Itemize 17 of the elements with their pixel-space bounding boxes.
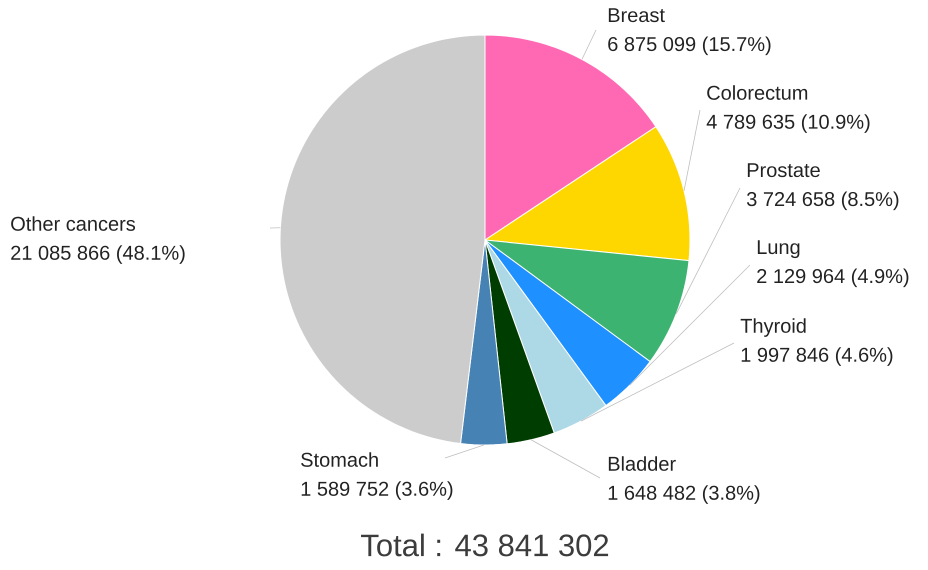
data-label: 1 997 846 (4.6%) <box>742 347 892 366</box>
data-label: 3 724 658 (8.5%) <box>746 191 898 210</box>
data-label: 1 648 482 (3.8%) <box>608 485 760 504</box>
data-label: 21 085 866 (48.1%) <box>11 245 185 264</box>
data-label: 1 589 752 (3.6%) <box>302 481 452 500</box>
data-label: 4 789 635 (10.9%) <box>706 114 870 133</box>
slice-label: Breast <box>608 8 665 22</box>
slice-label: Prostate <box>748 163 820 178</box>
slice-label: Stomach <box>301 452 378 467</box>
slice-label: Lung <box>758 240 800 258</box>
data-label: 2 129 964 (4.9%) <box>757 268 908 288</box>
slice-label: Other cancers <box>11 216 136 231</box>
slice-label: Bladder <box>608 456 676 471</box>
slice-label: Colorectum <box>707 85 808 100</box>
slice-label: Thyroid <box>740 318 806 337</box>
text: Total : 43 841 302 <box>361 534 608 556</box>
data-label: 6 875 099 (15.7%) <box>608 36 770 56</box>
